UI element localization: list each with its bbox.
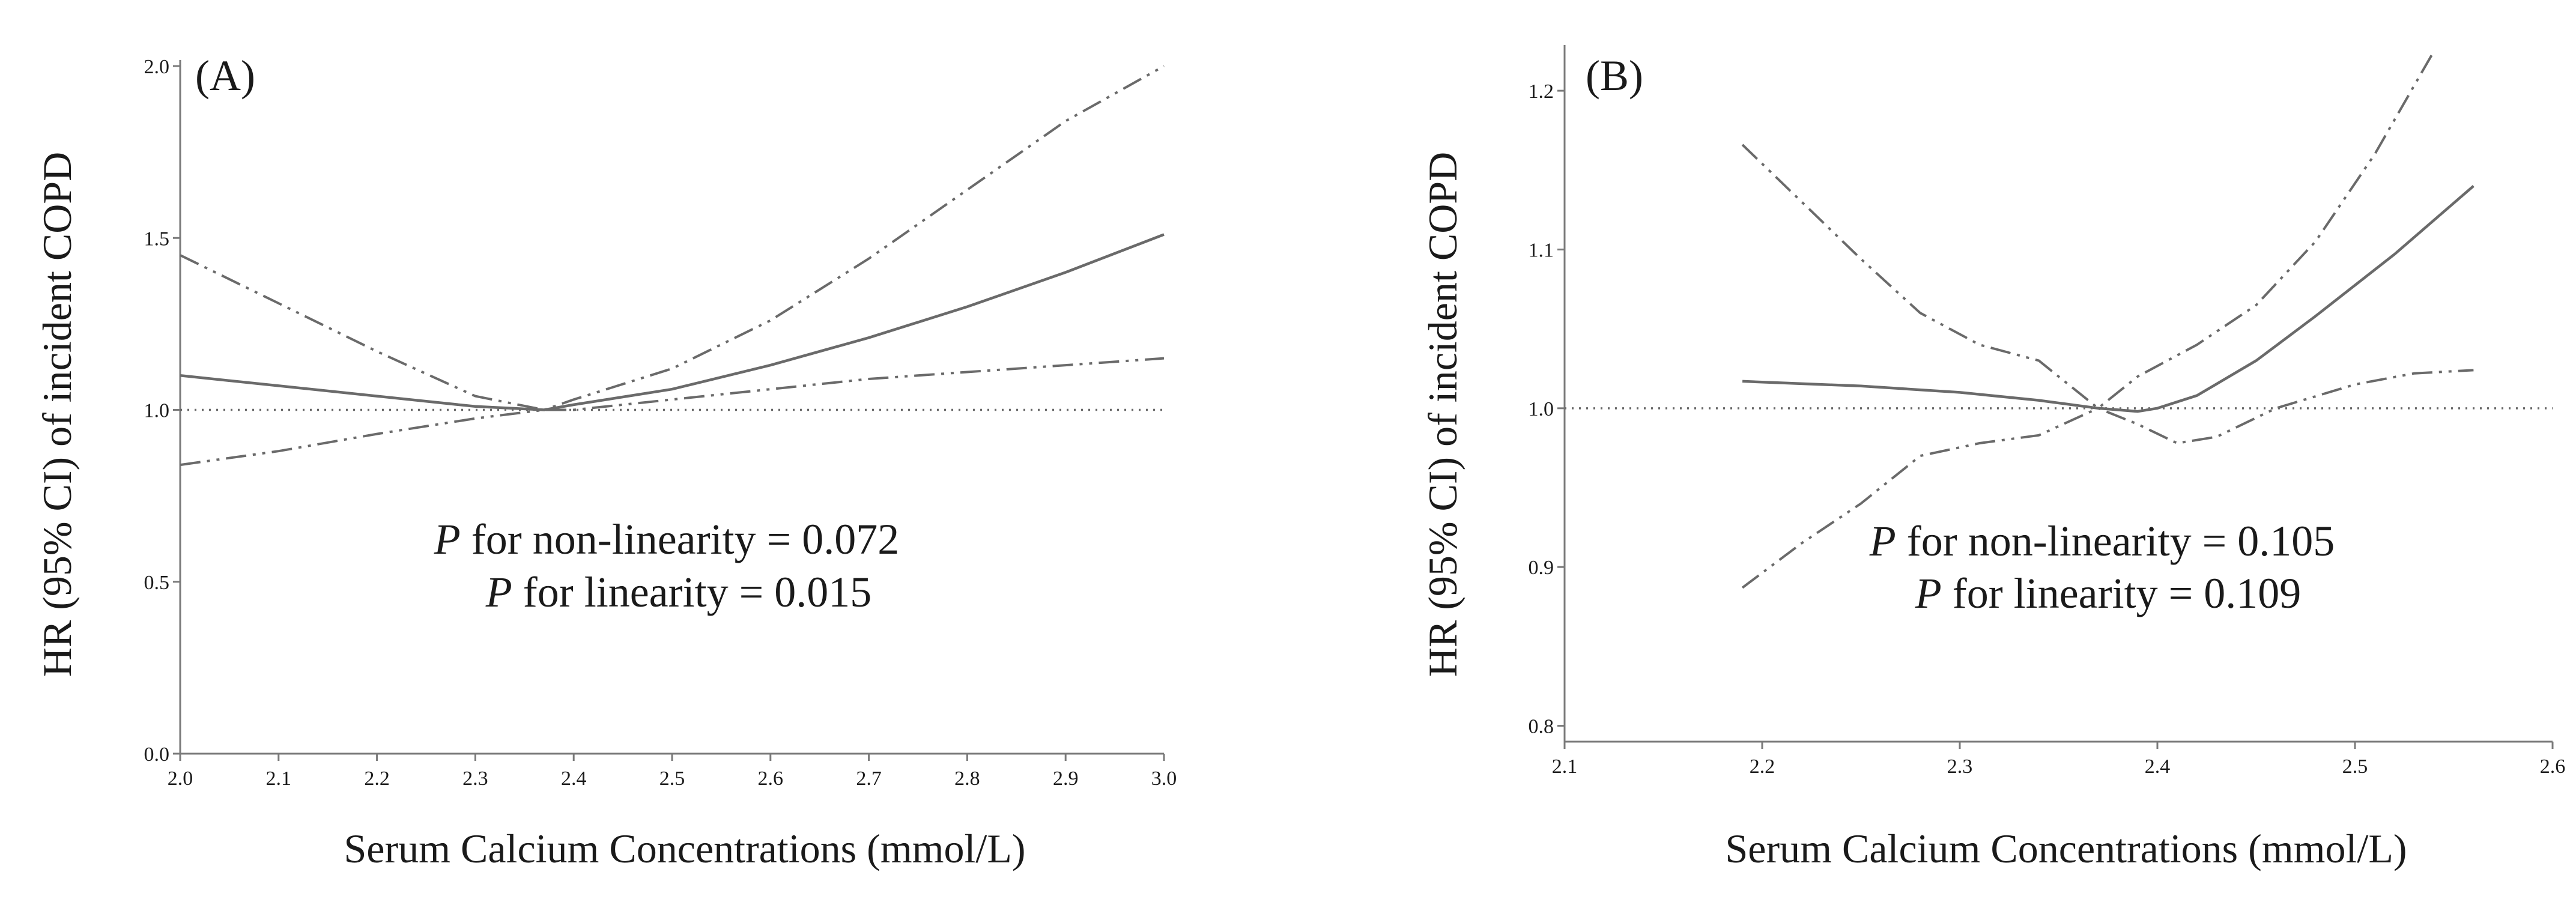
panel-b-y-axis-title: HR (95% CI) of incident COPD [1420,152,1465,677]
panel-a-x-tick-label: 2.8 [954,767,980,790]
panel-b-hr-line [1742,184,2474,413]
panel-a-x-tick-label: 2.0 [168,767,193,790]
panel-a-annotation-text-2: for linearity = 0.015 [512,568,871,616]
panel-b-y-tick-label: 0.8 [1529,716,1554,738]
panel-b-x-tick-label: 2.4 [2145,755,2171,778]
panel-a-x-tick-label: 3.0 [1151,767,1177,790]
panel-b-x-tick-label: 2.6 [2540,755,2566,778]
panel-a-x-tick-label: 2.5 [659,767,685,790]
panel-b-x-tick-label: 2.5 [2342,755,2368,778]
panel-a-lower-ci-line [180,357,1165,467]
panel-a-y-tick-label: 2.0 [144,56,170,78]
panel-b-label: (B) [1586,52,1643,100]
panel-b: (B) HR (95% CI) of incident COPD Serum C… [1420,45,2565,871]
panel-a-annotation-p-2: P [485,568,512,616]
panel-b-x-tick-label: 2.3 [1947,755,1973,778]
panel-a-x-tick-label: 2.7 [856,767,882,790]
panel-b-y-tick-label: 1.0 [1529,398,1554,420]
panel-a-upper-ci-line [180,65,1165,411]
panel-a-annotation-text-1: for non-linearity = 0.072 [461,515,899,563]
panel-a-x-tick-label: 2.3 [462,767,488,790]
panel-a-x-tick-label: 2.9 [1053,767,1079,790]
panel-a-x-axis-title: Serum Calcium Concentrations (mmol/L) [344,826,1025,871]
panel-b-x-tick-label: 2.2 [1750,755,1775,778]
panel-b-annotation-line-1: P for non-linearity = 0.105 [1869,517,2335,565]
panel-a-x-tick-label: 2.4 [561,767,587,790]
panel-b-y-tick-label: 1.2 [1529,80,1554,103]
panel-b-annotation-line-2: P for linearity = 0.109 [1915,569,2301,617]
panel-b-annotation-p-2: P [1915,569,1942,617]
panel-b-lower-ci-line [1741,369,2474,589]
panel-b-annotation-text-2: for linearity = 0.109 [1942,569,2301,617]
panel-a-annotation-p-1: P [434,515,461,563]
panel-a: (A) HR (95% CI) of incident COPD Serum C… [34,52,1177,871]
panel-b-y-tick-label: 1.1 [1529,239,1554,261]
panel-b-x-tick-label: 2.1 [1552,755,1578,778]
panel-b-upper-ci-line [1741,50,2435,410]
panel-a-y-tick-label: 0.0 [144,743,170,766]
panel-b-x-axis-title: Serum Calcium Concentrations (mmol/L) [1725,826,2407,871]
panel-a-x-tick-label: 2.2 [364,767,390,790]
panel-a-y-tick-label: 1.0 [144,400,170,422]
panel-a-label: (A) [195,52,255,100]
panel-a-annotation-line-1: P for non-linearity = 0.072 [434,515,899,563]
panel-a-x-tick-label: 2.6 [758,767,784,790]
panel-a-x-tick-label: 2.1 [266,767,292,790]
panel-a-y-axis-title: HR (95% CI) of incident COPD [34,152,80,677]
panel-b-annotation-p-1: P [1869,517,1896,565]
panel-b-annotation-text-1: for non-linearity = 0.105 [1896,517,2335,565]
panel-a-y-tick-label: 0.5 [144,572,170,594]
panel-a-annotation-line-2: P for linearity = 0.015 [485,568,871,616]
panel-a-hr-line [180,233,1165,411]
panel-a-y-tick-label: 1.5 [144,228,170,250]
panel-b-y-tick-label: 0.9 [1529,557,1554,579]
